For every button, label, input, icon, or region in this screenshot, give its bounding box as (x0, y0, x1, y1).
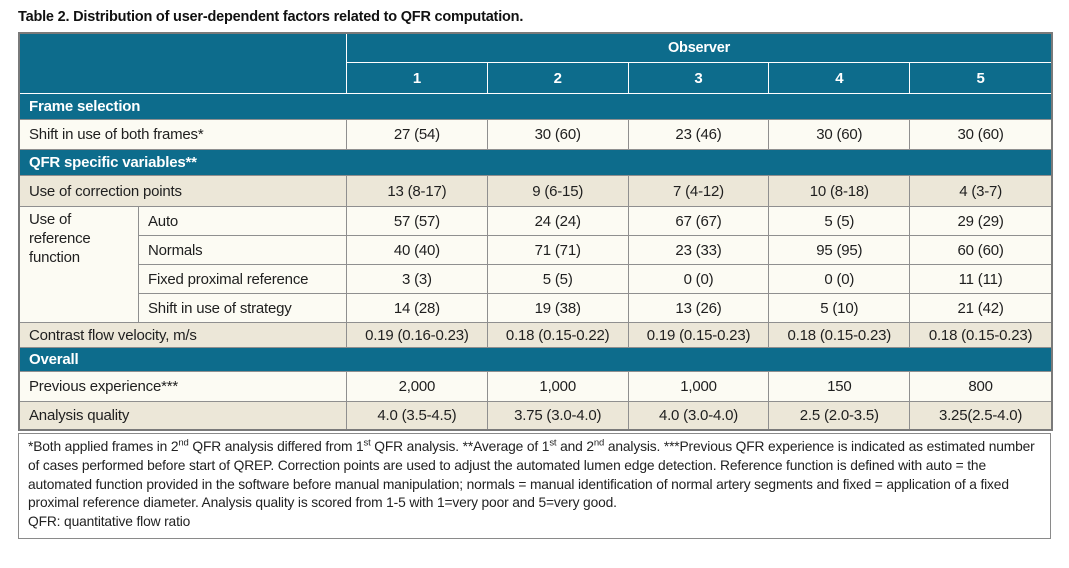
qfr-table: Observer 1 2 3 4 5 Frame selection Shift… (18, 32, 1053, 431)
cell-value: 800 (910, 372, 1051, 402)
table-title: Table 2. Distribution of user-dependent … (18, 9, 524, 25)
section-row: Frame selection (20, 94, 1051, 120)
cell-value: 0 (0) (628, 265, 770, 294)
cell-value: 0.18 (0.15-0.23) (910, 323, 1051, 348)
header-row-observer: Observer (20, 34, 1051, 94)
footnote-text: *Both applied frames in 2nd QFR analysis… (18, 433, 1051, 539)
cell-value: 7 (4-12) (628, 176, 770, 207)
cell-value: 57 (57) (347, 207, 488, 236)
cell-value: 3.75 (3.0-4.0) (487, 402, 629, 429)
cell-value: 0.19 (0.16-0.23) (347, 323, 488, 348)
sub-row-label-fixed-proximal: Fixed proximal reference (139, 265, 347, 294)
table-row: Contrast flow velocity, m/s 0.19 (0.16-0… (20, 323, 1051, 348)
cell-value: 23 (46) (628, 120, 770, 150)
header-row-numbers: 1 2 3 4 5 (20, 63, 1051, 94)
table-row: Fixed proximal reference 3 (3) 5 (5) 0 (… (20, 265, 1051, 294)
observer-col-4: 4 (769, 63, 911, 94)
cell-value: 9 (6-15) (487, 176, 629, 207)
cell-value: 10 (8-18) (769, 176, 911, 207)
table-row: Use of reference function Auto 57 (57) 2… (20, 207, 1051, 323)
section-row: Overall (20, 348, 1051, 372)
sub-row-label-auto: Auto (139, 207, 347, 236)
cell-value: 5 (5) (769, 207, 911, 236)
row-label-reference-function: Use of reference function (20, 207, 139, 323)
cell-value: 5 (5) (487, 265, 629, 294)
observer-col-1: 1 (347, 63, 488, 94)
cell-value: 0.18 (0.15-0.22) (487, 323, 629, 348)
cell-value: 2,000 (347, 372, 488, 402)
table-row: Use of correction points 13 (8-17) 9 (6-… (20, 176, 1051, 207)
cell-value: 67 (67) (628, 207, 770, 236)
cell-value: 27 (54) (347, 120, 488, 150)
cell-value: 3.25(2.5-4.0) (910, 402, 1051, 429)
cell-value: 14 (28) (347, 294, 488, 323)
distribution-table: Observer 1 2 3 4 5 Frame selection Shift… (20, 34, 1051, 429)
row-label-shift-frames: Shift in use of both frames* (20, 120, 347, 150)
cell-value: 1,000 (487, 372, 629, 402)
cell-value: 0 (0) (769, 265, 911, 294)
cell-value: 19 (38) (487, 294, 629, 323)
section-overall: Overall (20, 348, 1051, 372)
cell-value: 29 (29) (910, 207, 1051, 236)
cell-value: 4.0 (3.0-4.0) (628, 402, 770, 429)
observer-col-5: 5 (910, 63, 1051, 94)
table-row: Shift in use of both frames* 27 (54) 30 … (20, 120, 1051, 150)
cell-value: 24 (24) (487, 207, 629, 236)
cell-value: 40 (40) (347, 236, 488, 265)
cell-value: 60 (60) (910, 236, 1051, 265)
table-row: Analysis quality 4.0 (3.5-4.5) 3.75 (3.0… (20, 402, 1051, 429)
cell-value: 4.0 (3.5-4.5) (347, 402, 488, 429)
cell-value: 4 (3-7) (910, 176, 1051, 207)
observer-col-2: 2 (487, 63, 629, 94)
section-frame-selection: Frame selection (20, 94, 1051, 120)
cell-value: 30 (60) (487, 120, 629, 150)
cell-value: 0.18 (0.15-0.23) (769, 323, 911, 348)
cell-value: 2.5 (2.0-3.5) (769, 402, 911, 429)
cell-value: 0.19 (0.15-0.23) (628, 323, 770, 348)
cell-value: 30 (60) (769, 120, 911, 150)
table-row: Shift in use of strategy 14 (28) 19 (38)… (20, 294, 1051, 323)
row-label-analysis-quality: Analysis quality (20, 402, 347, 429)
cell-value: 11 (11) (910, 265, 1051, 294)
observer-header: Observer (347, 34, 1051, 63)
section-row: QFR specific variables** (20, 150, 1051, 176)
row-label-correction-points: Use of correction points (20, 176, 347, 207)
sub-row-label-shift-strategy: Shift in use of strategy (139, 294, 347, 323)
header-empty-cell (20, 34, 347, 94)
cell-value: 23 (33) (628, 236, 770, 265)
row-label-contrast-flow: Contrast flow velocity, m/s (20, 323, 347, 348)
cell-value: 1,000 (628, 372, 770, 402)
cell-value: 3 (3) (347, 265, 488, 294)
row-label-previous-experience: Previous experience*** (20, 372, 347, 402)
cell-value: 30 (60) (910, 120, 1051, 150)
sub-row-label-normals: Normals (139, 236, 347, 265)
table-row: Previous experience*** 2,000 1,000 1,000… (20, 372, 1051, 402)
cell-value: 13 (26) (628, 294, 770, 323)
section-qfr-variables: QFR specific variables** (20, 150, 1051, 176)
table-row: Normals 40 (40) 71 (71) 23 (33) 95 (95) … (20, 236, 1051, 265)
cell-value: 71 (71) (487, 236, 629, 265)
cell-value: 21 (42) (910, 294, 1051, 323)
cell-value: 13 (8-17) (347, 176, 488, 207)
observer-col-3: 3 (628, 63, 770, 94)
cell-value: 5 (10) (769, 294, 911, 323)
cell-value: 95 (95) (769, 236, 911, 265)
cell-value: 150 (769, 372, 911, 402)
